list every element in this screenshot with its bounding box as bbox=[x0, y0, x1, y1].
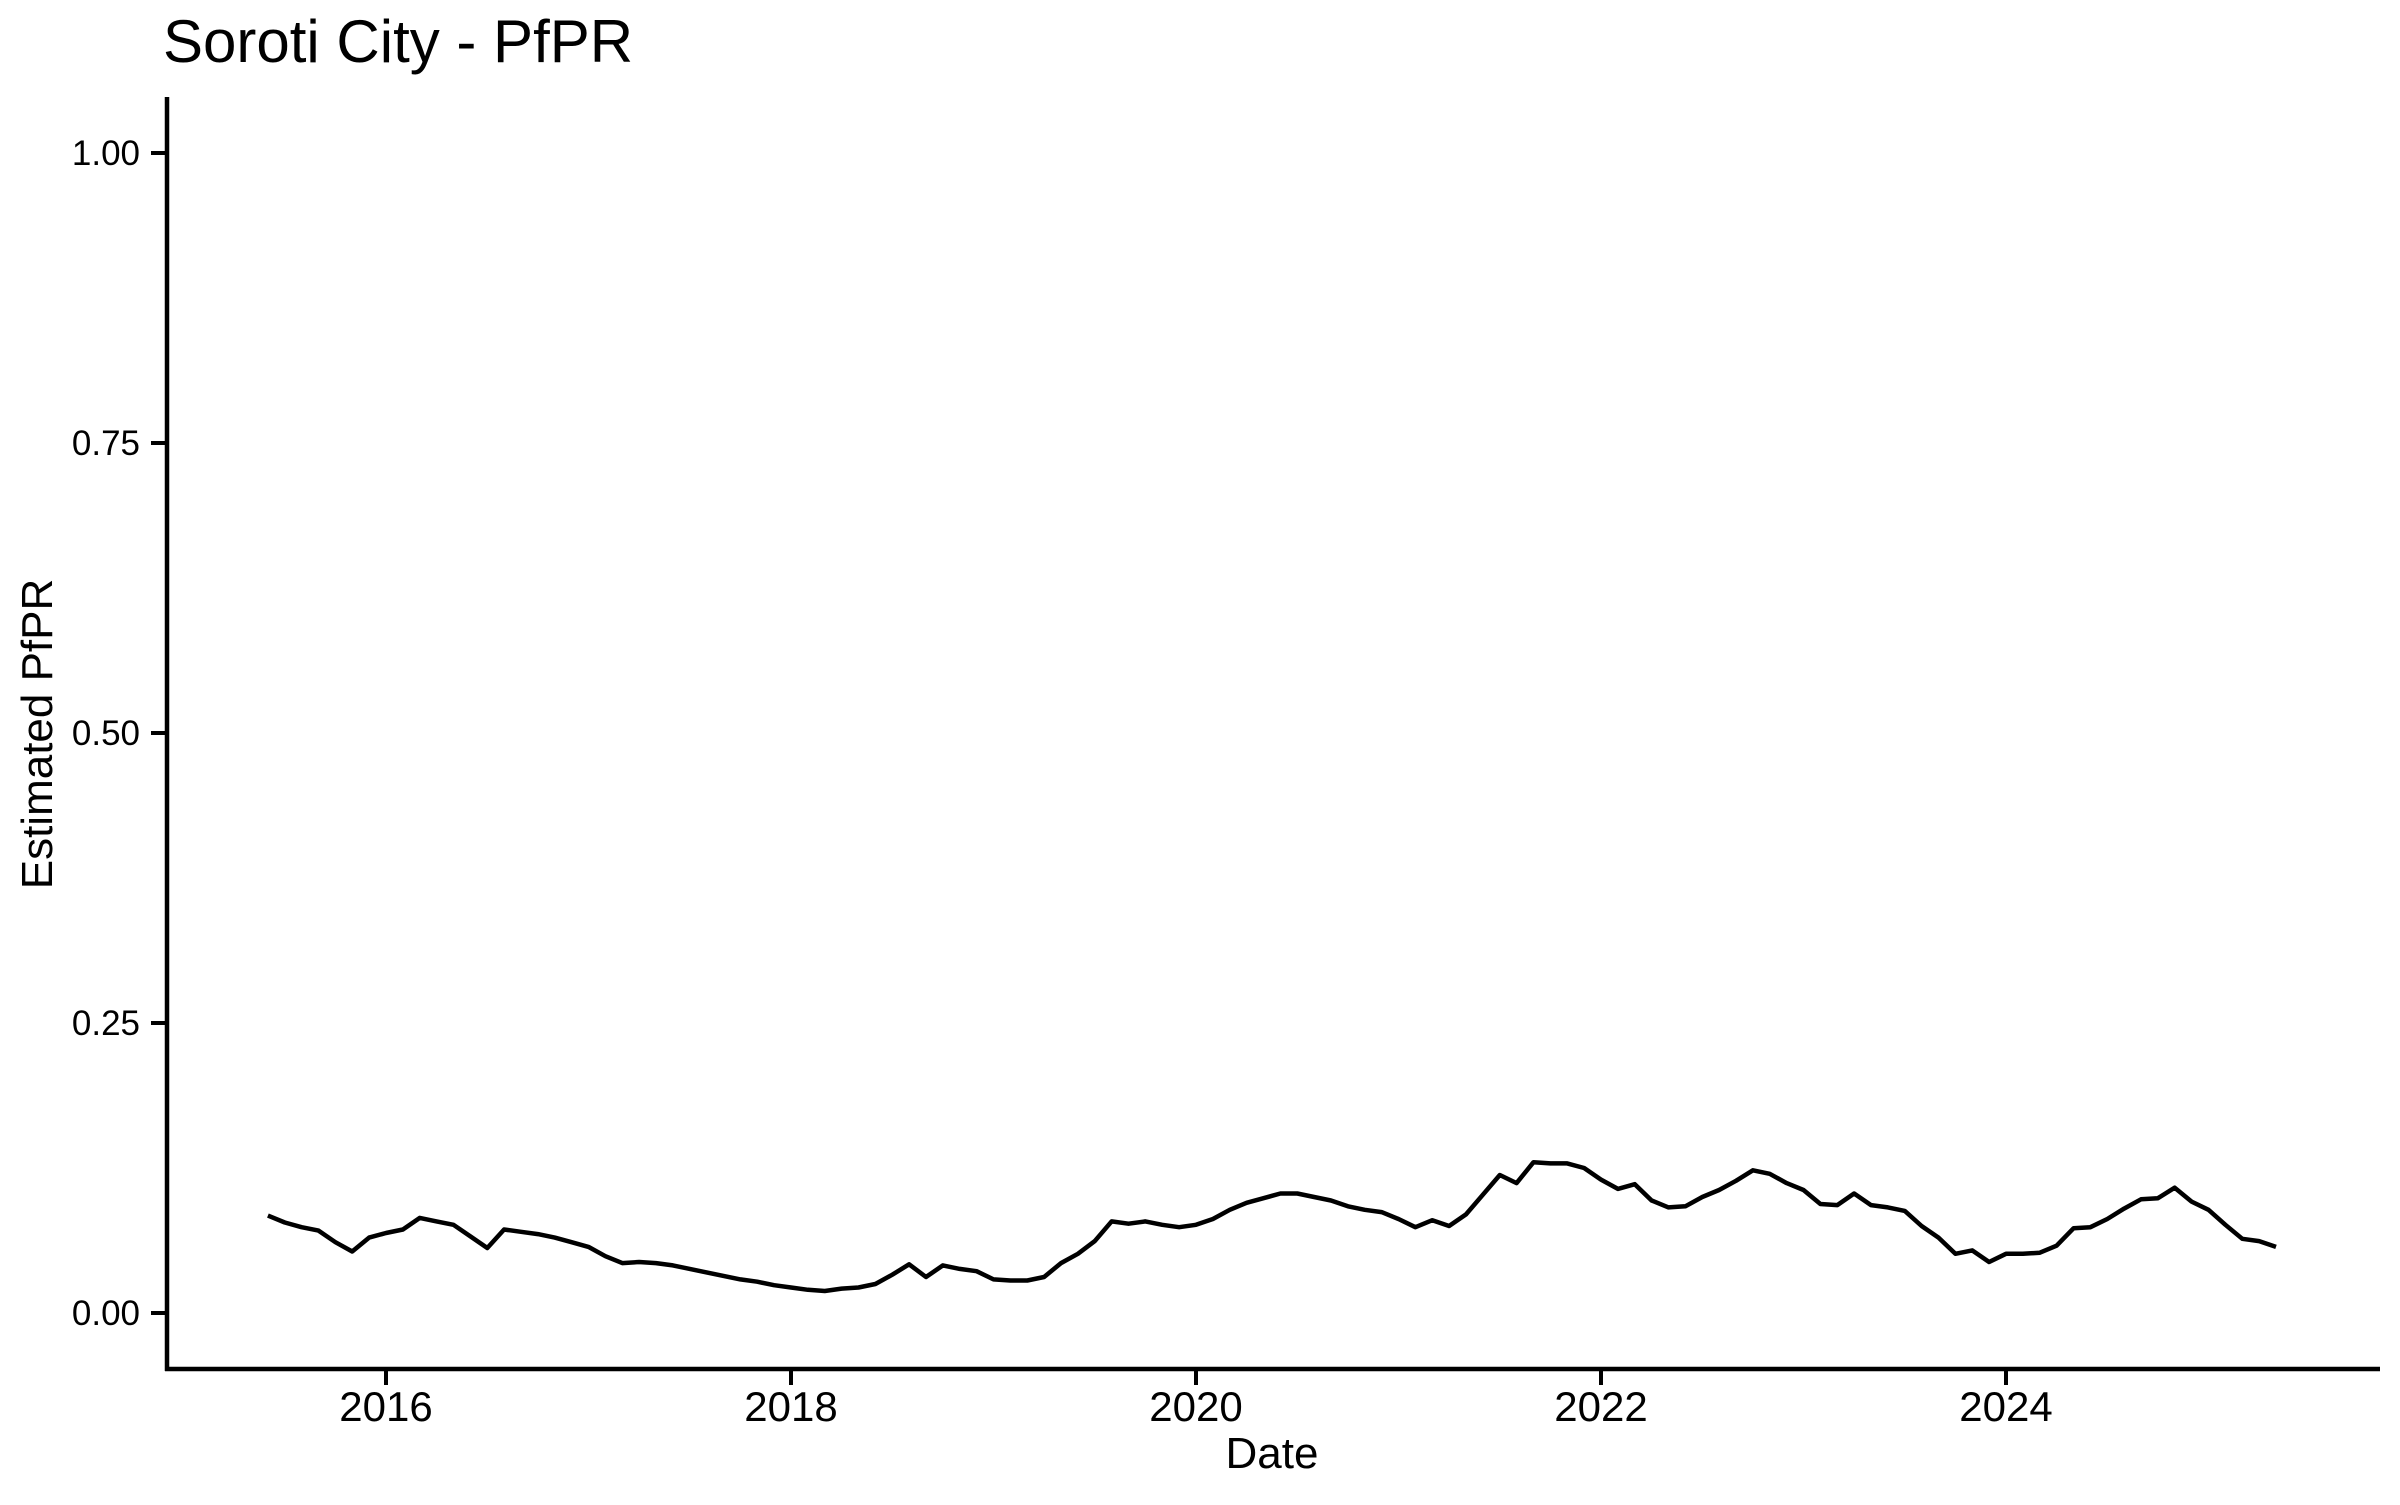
y-tick-label: 0.50 bbox=[72, 714, 140, 753]
y-tick-label: 0.00 bbox=[72, 1294, 140, 1333]
y-axis-ticks: 0.00 0.25 0.50 0.75 1.00 bbox=[72, 134, 165, 1333]
y-tick-label: 0.75 bbox=[72, 424, 140, 463]
pfpr-series-line bbox=[267, 1159, 2277, 1294]
axes bbox=[164, 97, 2380, 1372]
x-tick-label: 2016 bbox=[339, 1383, 432, 1430]
y-axis-title: Estimated PfPR bbox=[13, 579, 62, 890]
x-tick-label: 2020 bbox=[1149, 1383, 1242, 1430]
x-tick-label: 2018 bbox=[744, 1383, 837, 1430]
x-tick-label: 2022 bbox=[1554, 1383, 1647, 1430]
x-axis-ticks: 2016 2018 2020 2022 2024 bbox=[339, 1371, 2053, 1430]
x-axis-title: Date bbox=[1226, 1429, 1319, 1478]
series-group bbox=[267, 1159, 2277, 1294]
y-tick-label: 1.00 bbox=[72, 134, 140, 173]
x-tick-label: 2024 bbox=[1959, 1383, 2052, 1430]
y-tick-label: 0.25 bbox=[72, 1004, 140, 1043]
chart-title: Soroti City - PfPR bbox=[163, 8, 633, 75]
